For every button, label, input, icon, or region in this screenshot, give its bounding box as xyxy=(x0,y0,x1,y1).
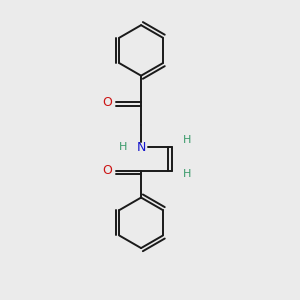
Text: N: N xyxy=(136,140,146,154)
Text: H: H xyxy=(183,169,191,179)
Text: H: H xyxy=(183,135,191,145)
Text: H: H xyxy=(119,142,128,152)
Text: O: O xyxy=(102,96,112,109)
Text: O: O xyxy=(102,164,112,177)
